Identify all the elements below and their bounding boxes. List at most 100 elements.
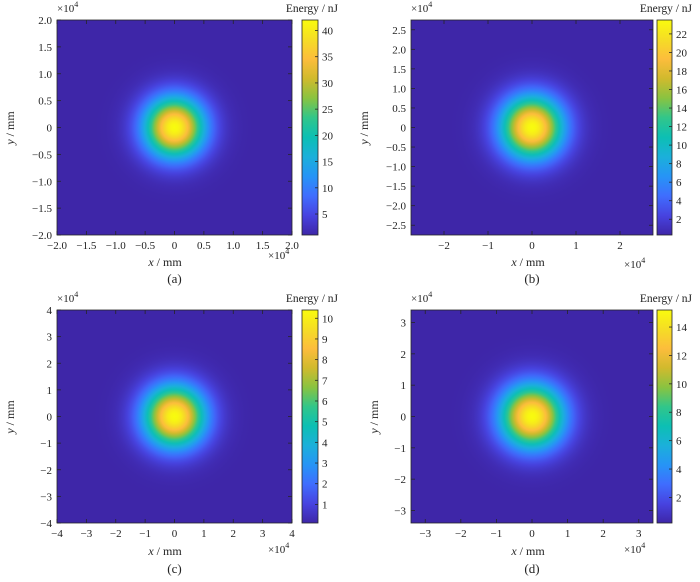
x-tick-label: 4 [289,528,295,540]
x-exponent-label: ×104 [268,541,289,556]
colorbar-tick-label: 8 [676,159,682,171]
panel-caption: (a) [167,271,181,286]
colorbar [301,309,319,524]
x-tick-label: −0.5 [135,240,155,252]
y-tick-label: 2 [401,349,407,361]
y-tick-label: −1 [394,443,406,455]
x-tick-label: 1.0 [226,240,240,252]
y-tick-label: −2 [40,465,52,477]
colorbar-tick-label: 12 [676,350,687,362]
y-tick-label: 2.5 [392,25,406,37]
heatmap-field [411,310,653,523]
y-tick-label: 1.0 [38,69,52,81]
panel-caption: (d) [524,561,539,576]
y-tick-label: −3 [40,491,52,503]
y-tick-label: −2 [394,474,406,486]
x-tick-label: 2 [617,240,623,252]
y-axis-label: y / mm [3,111,17,146]
colorbar [656,19,673,236]
y-tick-label: 1.5 [38,42,52,54]
x-axis-label: x / mm [147,255,182,269]
y-tick-label: 1 [401,380,407,392]
colorbar [301,19,319,236]
colorbar-tick-label: 4 [676,196,682,208]
x-tick-label: −3 [81,528,93,540]
colorbar-tick-label: 2 [322,479,328,491]
y-exponent-label: ×104 [57,0,78,15]
y-tick-label: 2.0 [38,15,52,27]
y-tick-label: −1 [40,438,52,450]
colorbar-tick-label: 6 [676,177,682,189]
x-tick-label: −2.0 [47,240,67,252]
colorbar [656,309,673,524]
colorbar-tick-label: 16 [676,85,688,97]
x-tick-label: 0 [172,528,178,540]
y-exponent-label: ×104 [57,290,78,305]
colorbar-title: Energy / nJ [286,293,339,305]
x-tick-label: −3 [419,528,431,540]
y-exponent-label: ×104 [411,290,432,305]
colorbar-title: Energy / nJ [640,3,693,15]
y-exponent-label: ×104 [411,0,432,15]
colorbar-tick-label: 6 [676,436,682,448]
colorbar-tick-label: 40 [322,25,334,37]
colorbar-tick-label: 14 [676,322,688,334]
x-tick-label: −1 [482,240,494,252]
colorbar-tick-label: 3 [322,458,328,470]
colorbar-tick-label: 8 [322,355,328,367]
colorbar-title: Energy / nJ [286,3,339,15]
panel-0: −2.0 −1.5 −1.0 −0.5 0 0.5 1.0 1.5 2.0 2.0 1.5 1.0 0.… [3,0,339,286]
x-axis-label: x / mm [147,544,182,558]
x-tick-label: −1.0 [106,240,126,252]
colorbar-tick-label: 10 [676,140,688,152]
x-tick-label: 3 [636,528,642,540]
heatmap-field [57,310,292,523]
panel-1: −2 −1 0 1 22.52.01.51.00.50−0.5−1.0−1.5−2.0−… [357,0,693,286]
colorbar-tick-label: 9 [322,334,328,346]
colorbar-tick-label: 10 [322,313,334,325]
colorbar-tick-label: 20 [322,130,334,142]
y-tick-label: −0.5 [32,149,52,161]
x-tick-label: −1 [139,528,151,540]
y-tick-label: −1.5 [386,181,406,193]
x-exponent-label: ×104 [624,541,645,556]
colorbar-tick-label: 8 [676,407,682,419]
panel-caption: (b) [524,271,539,286]
y-tick-label: −2.0 [32,230,52,242]
colorbar-tick-label: 1 [322,499,328,511]
y-tick-label: −1.0 [386,162,406,174]
x-axis-label: x / mm [510,544,545,558]
y-tick-label: 1 [47,385,53,397]
y-tick-label: −4 [40,518,52,530]
x-tick-label: 1.5 [256,240,270,252]
y-tick-label: −1.5 [32,203,52,215]
x-tick-label: 2.0 [285,240,299,252]
x-tick-label: 1 [201,528,207,540]
colorbar-title: Energy / nJ [640,293,693,305]
panel-caption: (c) [167,561,181,576]
y-tick-label: 2.0 [392,44,406,56]
colorbar-tick-label: 2 [676,492,682,504]
colorbar-tick-label: 14 [676,103,688,115]
colorbar-tick-label: 2 [676,214,682,226]
x-tick-label: 0 [529,528,535,540]
colorbar-tick-label: 4 [676,464,682,476]
heatmap-field [57,20,292,235]
x-tick-label: 1 [565,528,571,540]
x-tick-label: 2 [231,528,237,540]
y-axis-label: y / mm [3,400,17,435]
heatmap-field [411,20,653,235]
y-tick-label: 4 [47,305,53,317]
y-tick-label: 1.0 [392,83,406,95]
colorbar-tick-label: 12 [676,122,687,134]
y-tick-label: −1.0 [32,176,52,188]
colorbar-tick-label: 35 [322,52,334,64]
colorbar-tick-label: 25 [322,104,334,116]
x-tick-label: −2 [455,528,467,540]
x-tick-label: −1.5 [76,240,96,252]
y-tick-label: −3 [394,505,406,517]
